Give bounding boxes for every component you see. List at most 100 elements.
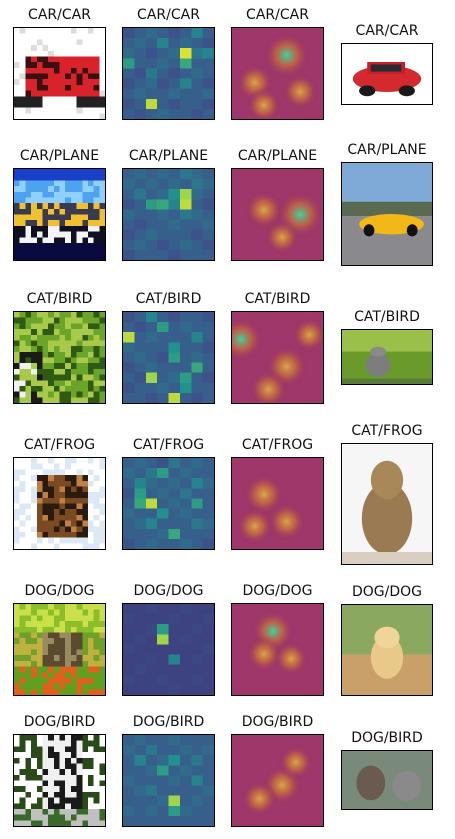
heat-cell [134,392,147,403]
heat-cell [202,88,214,100]
heat-cell [168,765,181,776]
heat-cell [157,209,169,220]
heat-cell [179,488,192,499]
heat-cell [134,488,147,499]
heat-cell [191,674,203,686]
heat-cell [179,815,192,826]
heat-cell [179,664,192,676]
heat-cell [134,58,147,69]
heat-cell [168,239,181,251]
row5-col2-title: DOG/DOG [133,583,204,599]
heat-cell [145,229,158,241]
saliency-blob [244,190,284,230]
heat-cell [202,604,214,615]
heat-cell [179,468,192,479]
heat-cell [168,488,181,499]
heat-cell [191,684,203,695]
heat-cell [134,745,147,756]
heat-cell [134,382,147,394]
heat-cell [123,169,135,180]
heat-cell [191,362,203,373]
heat-cell [202,795,214,807]
heat-cell [157,249,169,260]
heat-cell [145,108,158,119]
heat-cell [134,634,147,645]
heat-cell [157,624,169,635]
heat-cell [157,189,169,200]
heat-cell [191,342,203,353]
heat-cell [134,684,147,695]
heat-cell [191,98,203,110]
heat-cell [179,28,192,39]
heat-cell [123,518,135,530]
heat-cell [157,229,169,241]
heat-cell [134,508,147,519]
heat-cell [179,48,192,59]
heat-cell [134,498,147,509]
heat-cell [202,312,214,323]
heat-cell [179,169,192,180]
heat-cell [202,179,214,190]
heat-cell [179,108,192,119]
row4-col2-panel [122,457,215,550]
heat-cell [179,229,192,241]
heat-cell [202,468,214,479]
heat-cell [123,634,135,645]
heat-cell [123,382,135,394]
heat-cell [168,88,181,100]
heat-cell [168,518,181,530]
heat-cell [134,775,147,786]
heat-cell [157,38,169,49]
heat-cell [168,392,181,403]
heat-cell [145,805,158,817]
saliency-blob [262,31,311,80]
heat-cell [134,528,147,540]
heat-cell [168,179,181,190]
row3-col1-panel [13,311,106,404]
heat-cell [145,478,158,489]
heat-cell [134,372,147,384]
heat-cell [202,538,214,549]
heat-cell [123,468,135,479]
heat-cell [145,765,158,776]
heat-cell [157,458,169,469]
heat-cell [123,332,135,343]
row4-col2-title: CAT/FROG [132,437,205,453]
heat-cell [134,322,147,333]
heat-cell [202,189,214,200]
heat-cell [157,684,169,695]
heat-cell [179,498,192,509]
heat-cell [168,189,181,200]
heat-cell [179,78,192,89]
heat-cell [202,815,214,826]
heat-cell [157,88,169,100]
heat-cell [157,498,169,509]
heat-cell [134,352,147,363]
heat-cell [202,249,214,260]
heat-cell [134,342,147,353]
heat-cell [145,458,158,469]
heat-cell [145,88,158,100]
heat-cell [123,664,135,676]
heat-cell [134,332,147,343]
heat-cell [157,372,169,384]
heat-cell [157,765,169,776]
saliency-blob [266,501,307,542]
heat-cell [168,229,181,241]
row3-col2-title: CAT/BIRD [135,291,202,307]
heat-cell [191,775,203,786]
heat-cell [145,28,158,39]
row6-col3-panel [231,734,324,827]
heat-cell [134,28,147,39]
heat-cell [179,372,192,384]
heat-cell [202,209,214,220]
heat-cell [123,312,135,323]
heat-cell [168,785,181,796]
heat-cell [191,58,203,69]
heat-cell [157,735,169,746]
heat-cell [179,382,192,394]
heat-cell [145,322,158,333]
heat-cell [168,614,181,625]
heat-cell [179,98,192,110]
heat-cell [191,508,203,519]
